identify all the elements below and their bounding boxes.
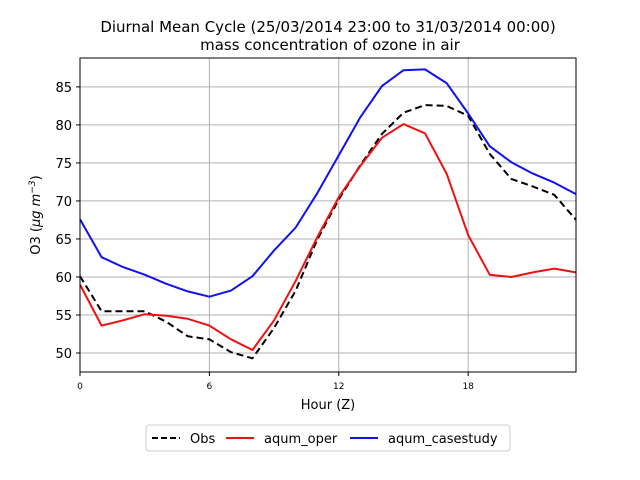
y-tick-label: 75 (55, 157, 72, 172)
x-tick-label: 0 (77, 382, 83, 392)
y-tick-label: 60 (55, 271, 72, 286)
x-axis-label: Hour (Z) (301, 398, 356, 413)
grid-lines (79, 58, 576, 372)
y-tick-label: 55 (55, 309, 72, 324)
y-axis-label-exponent: −3 (28, 180, 38, 194)
series-layer (79, 68, 577, 360)
legend-label-aqum-casestudy: aqum_casestudy (388, 432, 498, 447)
plot-area-frame (79, 57, 577, 373)
x-tick-label: 6 (207, 382, 213, 392)
axis-ticks: 0 6 12 18 50 55 60 65 70 75 80 85 (55, 81, 474, 392)
series-line-aqum-oper (79, 123, 577, 351)
y-tick-label: 85 (55, 81, 72, 96)
y-tick-label: 80 (55, 119, 72, 134)
y-axis-label-unit: μg m (29, 194, 44, 228)
y-axis-label-prefix: O3 ( (29, 227, 44, 255)
y-tick-label: 70 (55, 195, 72, 210)
x-tick-label: 18 (462, 382, 474, 392)
legend-box (145, 424, 511, 452)
y-axis-label-suffix: ) (29, 175, 44, 180)
chart-subtitle: mass concentration of ozone in air (200, 36, 461, 54)
y-axis-label: O3 (μg m−3) (28, 175, 44, 254)
legend-label-aqum-oper: aqum_oper (264, 432, 338, 447)
series-line-obs (79, 104, 577, 360)
legend-label-obs: Obs (190, 432, 215, 447)
y-tick-label: 65 (55, 233, 72, 248)
legend: Obs aqum_oper aqum_casestudy (145, 424, 511, 452)
series-line-aqum-casestudy (79, 68, 577, 298)
chart-title: Diurnal Mean Cycle (25/03/2014 23:00 to … (100, 18, 555, 36)
x-tick-label: 12 (333, 382, 344, 392)
y-tick-label: 50 (55, 347, 72, 362)
